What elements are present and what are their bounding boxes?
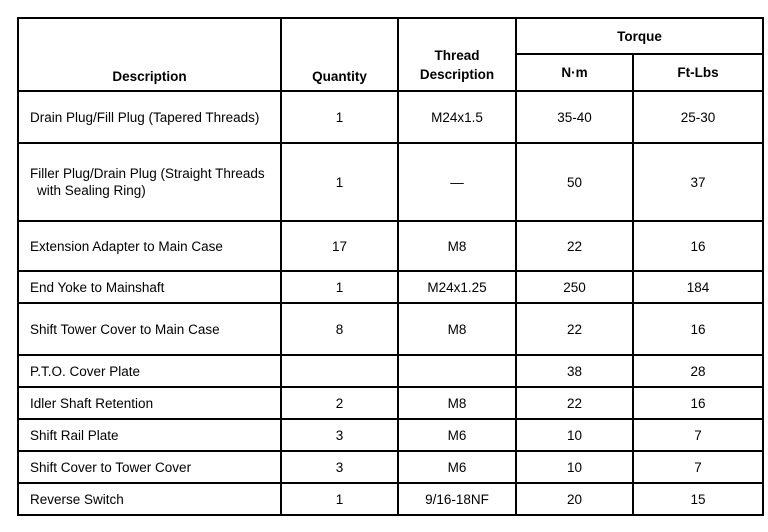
cell-thread: M24x1.5	[397, 90, 517, 144]
cell-description: Shift Rail Plate	[17, 418, 282, 452]
cell-thread: M8	[397, 386, 517, 420]
cell-nm: 22	[515, 386, 634, 420]
cell-ftlbs: 16	[632, 386, 764, 420]
table-row: P.T.O. Cover Plate 38 28	[17, 354, 764, 388]
cell-quantity: 1	[280, 90, 399, 144]
cell-thread: M6	[397, 418, 517, 452]
cell-quantity: 3	[280, 418, 399, 452]
cell-description: Reverse Switch	[17, 482, 282, 516]
cell-thread: M8	[397, 220, 517, 272]
cell-ftlbs: 15	[632, 482, 764, 516]
cell-ftlbs: 28	[632, 354, 764, 388]
cell-quantity: 17	[280, 220, 399, 272]
table-row: Filler Plug/Drain Plug (Straight Threads…	[17, 142, 764, 222]
cell-nm: 250	[515, 270, 634, 304]
cell-ftlbs: 37	[632, 142, 764, 222]
cell-nm: 20	[515, 482, 634, 516]
header-quantity: Quantity	[280, 17, 399, 92]
cell-description: Idler Shaft Retention	[17, 386, 282, 420]
cell-description: P.T.O. Cover Plate	[17, 354, 282, 388]
cell-quantity: 1	[280, 270, 399, 304]
description-text: End Yoke to Mainshaft	[30, 279, 165, 295]
header-ftlbs: Ft-Lbs	[632, 53, 764, 92]
cell-description: Shift Tower Cover to Main Case	[17, 302, 282, 356]
cell-nm: 50	[515, 142, 634, 222]
cell-nm: 22	[515, 220, 634, 272]
description-text: Shift Rail Plate	[30, 427, 119, 443]
cell-ftlbs: 25-30	[632, 90, 764, 144]
cell-ftlbs: 7	[632, 450, 764, 484]
cell-quantity: 2	[280, 386, 399, 420]
description-text: Reverse Switch	[30, 491, 124, 507]
cell-quantity: 1	[280, 142, 399, 222]
description-text: P.T.O. Cover Plate	[30, 363, 141, 379]
cell-quantity: 8	[280, 302, 399, 356]
cell-nm: 10	[515, 418, 634, 452]
table-row: Extension Adapter to Main Case 17 M8 22 16	[17, 220, 764, 272]
table-row: Shift Rail Plate 3 M6 10 7	[17, 418, 764, 452]
cell-description: Shift Cover to Tower Cover	[17, 450, 282, 484]
description-text: Idler Shaft Retention	[30, 395, 154, 411]
cell-ftlbs: 7	[632, 418, 764, 452]
description-text: Extension Adapter to Main Case	[30, 238, 223, 254]
table-row: Drain Plug/Fill Plug (Tapered Threads) 1 M…	[17, 90, 764, 144]
cell-thread: M8	[397, 302, 517, 356]
table-row: End Yoke to Mainshaft 1 M24x1.25 250 184	[17, 270, 764, 304]
cell-quantity	[280, 354, 399, 388]
header-description: Description	[17, 17, 282, 92]
header-nm: N·m	[515, 53, 634, 92]
cell-description: Drain Plug/Fill Plug (Tapered Threads)	[17, 90, 282, 144]
description-text: Filler Plug/Drain Plug (Straight Threads…	[30, 166, 265, 198]
cell-nm: 35-40	[515, 90, 634, 144]
description-text: Shift Tower Cover to Main Case	[30, 321, 220, 337]
cell-nm: 10	[515, 450, 634, 484]
cell-thread	[397, 354, 517, 388]
cell-description: End Yoke to Mainshaft	[17, 270, 282, 304]
description-text: Drain Plug/Fill Plug (Tapered Threads)	[30, 109, 260, 125]
cell-quantity: 3	[280, 450, 399, 484]
table-row: Shift Tower Cover to Main Case 8 M8 22 16	[17, 302, 764, 356]
cell-ftlbs: 16	[632, 220, 764, 272]
cell-thread: M24x1.25	[397, 270, 517, 304]
cell-thread: M6	[397, 450, 517, 484]
table-row: Idler Shaft Retention 2 M8 22 16	[17, 386, 764, 420]
header-thread-description: Thread Description	[397, 17, 517, 92]
torque-spec-table: Description Quantity Thread Description …	[17, 17, 764, 516]
cell-thread: 9/16-18NF	[397, 482, 517, 516]
header-torque: Torque	[515, 17, 764, 55]
cell-ftlbs: 184	[632, 270, 764, 304]
cell-thread: —	[397, 142, 517, 222]
cell-nm: 22	[515, 302, 634, 356]
description-text: Shift Cover to Tower Cover	[30, 459, 192, 475]
cell-quantity: 1	[280, 482, 399, 516]
cell-description: Extension Adapter to Main Case	[17, 220, 282, 272]
cell-ftlbs: 16	[632, 302, 764, 356]
table-row: Reverse Switch 1 9/16-18NF 20 15	[17, 482, 764, 516]
table-row: Shift Cover to Tower Cover 3 M6 10 7	[17, 450, 764, 484]
cell-description: Filler Plug/Drain Plug (Straight Threads…	[17, 142, 282, 222]
cell-nm: 38	[515, 354, 634, 388]
